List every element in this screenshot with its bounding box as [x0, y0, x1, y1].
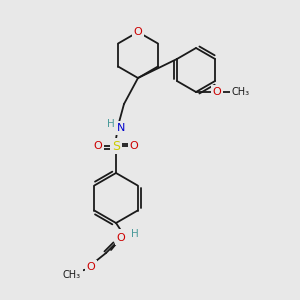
Text: O: O	[213, 87, 221, 97]
Text: CH₃: CH₃	[63, 270, 81, 280]
Text: N: N	[117, 123, 125, 133]
Text: N: N	[119, 231, 127, 241]
Text: O: O	[134, 27, 142, 37]
Text: O: O	[94, 141, 102, 151]
Text: CH₃: CH₃	[232, 87, 250, 97]
Text: O: O	[117, 233, 125, 243]
Text: H: H	[131, 229, 139, 239]
Text: O: O	[130, 141, 138, 151]
Text: H: H	[107, 119, 115, 129]
Text: S: S	[112, 140, 120, 152]
Text: O: O	[87, 262, 95, 272]
